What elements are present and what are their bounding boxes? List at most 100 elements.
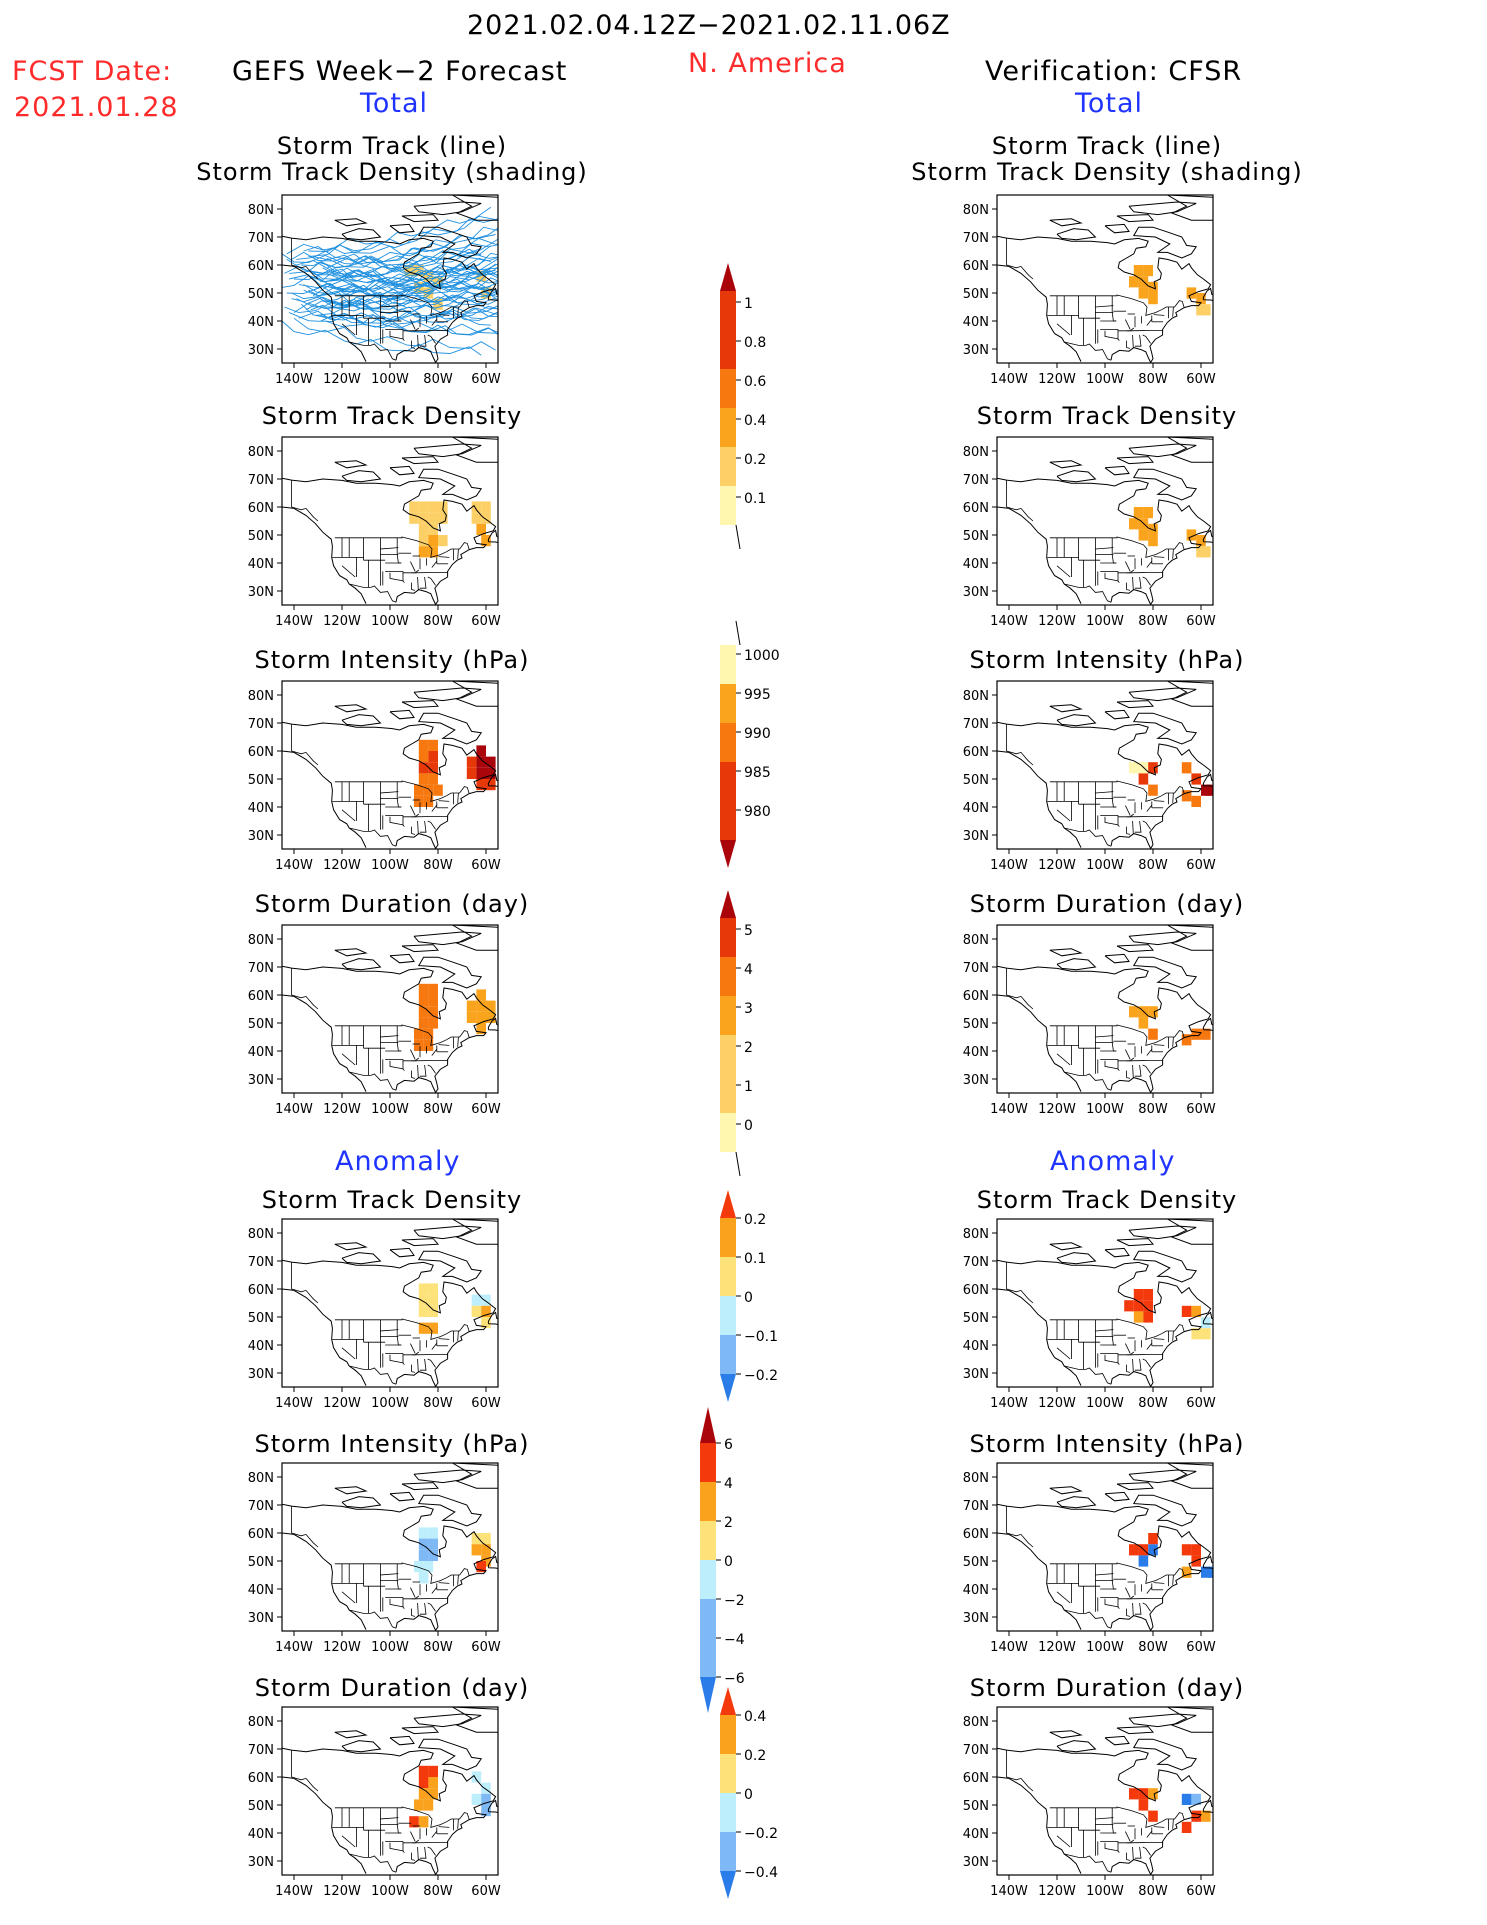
- shaded-cell: [1143, 1300, 1153, 1312]
- coastline: [341, 1740, 382, 1753]
- shaded-cell: [481, 512, 491, 524]
- lat-tick-label: 40N: [963, 1583, 989, 1598]
- coastline: [389, 1735, 415, 1746]
- shaded-cell: [486, 779, 496, 791]
- storm-track-line: [327, 289, 498, 310]
- coastline: [341, 228, 382, 241]
- colorbar-tick-label: 5: [744, 923, 753, 939]
- shaded-cell: [418, 1006, 429, 1018]
- shaded-cell: [428, 762, 438, 774]
- political-border: [1125, 319, 1131, 330]
- political-border: [1095, 1329, 1114, 1332]
- coastline: [997, 1503, 1212, 1631]
- lat-tick-label: 60N: [963, 745, 989, 760]
- storm-track-line: [312, 256, 498, 297]
- political-border: [431, 1343, 438, 1350]
- coastline: [1167, 925, 1213, 951]
- lon-tick-label: 140W: [275, 1396, 313, 1411]
- shaded-cell: [486, 1000, 496, 1012]
- colorbar-tick-label: 3: [744, 1001, 753, 1017]
- colorbar-segment: [720, 996, 736, 1035]
- shaded-cell: [1129, 762, 1139, 774]
- political-border: [1125, 1049, 1131, 1060]
- shaded-cell: [414, 281, 424, 293]
- colorbar-tick-label: 0.2: [744, 1212, 766, 1228]
- panel-title: Storm Track (line): [276, 132, 508, 160]
- shaded-cell: [438, 512, 448, 524]
- lon-tick-label: 140W: [990, 1640, 1028, 1655]
- storm-track-line: [322, 263, 498, 279]
- shaded-cell: [428, 1788, 438, 1800]
- lon-tick-label: 100W: [371, 1884, 409, 1899]
- political-border: [1129, 1351, 1135, 1356]
- shaded-cell: [1133, 1311, 1144, 1323]
- lat-tick-label: 60N: [963, 1283, 989, 1298]
- lat-tick-label: 50N: [248, 287, 274, 302]
- political-border: [291, 480, 319, 522]
- political-border: [334, 294, 470, 316]
- lon-tick-label: 80W: [1138, 1102, 1168, 1117]
- lat-tick-label: 80N: [963, 933, 989, 948]
- colorbar-segment: [720, 1218, 736, 1257]
- political-border: [438, 1338, 450, 1340]
- shaded-cell: [428, 1283, 438, 1295]
- colorbar-arrow: [700, 1677, 716, 1713]
- colorbar-segment: [720, 291, 736, 330]
- shaded-cell: [1148, 1544, 1158, 1556]
- coastline: [282, 994, 367, 1092]
- political-border: [1064, 827, 1112, 847]
- colorbar-segment: [720, 1035, 736, 1074]
- political-border: [1006, 1750, 1034, 1792]
- colorbar-tick-label: 985: [744, 765, 771, 781]
- political-border: [1132, 1846, 1134, 1861]
- political-border: [431, 1049, 438, 1056]
- shaded-cell: [414, 1561, 424, 1573]
- political-border: [1129, 813, 1135, 818]
- political-border: [389, 572, 404, 582]
- coastline: [1167, 1707, 1213, 1733]
- political-border: [380, 791, 399, 794]
- political-border: [341, 323, 356, 336]
- colorbar-segment: [700, 1482, 716, 1521]
- shaded-cell: [414, 265, 424, 277]
- lat-tick-label: 80N: [248, 445, 274, 460]
- political-border: [419, 1064, 427, 1077]
- colorbar-segment: [720, 1335, 736, 1374]
- political-border: [411, 1070, 416, 1079]
- political-border: [1049, 294, 1185, 316]
- coastline: [282, 235, 497, 363]
- colorbar-tick-label: −4: [724, 1632, 745, 1648]
- coastline: [282, 477, 497, 605]
- colorbar-tick-label: −0.2: [744, 1826, 778, 1842]
- shaded-cell: [1148, 1533, 1158, 1545]
- lon-tick-label: 100W: [1086, 1396, 1124, 1411]
- lat-tick-label: 40N: [248, 1583, 274, 1598]
- shaded-cell: [1133, 507, 1144, 519]
- lat-tick-label: 50N: [248, 1555, 274, 1570]
- lon-tick-label: 120W: [1038, 1884, 1076, 1899]
- political-border: [1153, 314, 1165, 316]
- shaded-cell: [1201, 546, 1211, 558]
- lon-tick-label: 80W: [1138, 614, 1168, 629]
- panel-title: Storm Track Density: [261, 402, 523, 430]
- political-border: [341, 809, 356, 822]
- lat-tick-label: 40N: [963, 1045, 989, 1060]
- lon-tick-label: 140W: [990, 1396, 1028, 1411]
- colorbar-arrow: [720, 1687, 736, 1715]
- lon-tick-label: 60W: [471, 1640, 501, 1655]
- right-column-title: Verification: CFSR: [985, 56, 1243, 87]
- panel-title: Storm Track Density: [261, 1186, 523, 1214]
- political-border: [1129, 1595, 1135, 1600]
- coastline: [413, 931, 482, 946]
- lon-tick-label: 80W: [423, 372, 453, 387]
- panel-title: Storm Track Density: [976, 1186, 1238, 1214]
- political-border: [1172, 792, 1174, 803]
- shaded-cell: [418, 1294, 429, 1306]
- political-border: [1111, 1319, 1117, 1346]
- lat-tick-label: 40N: [963, 1339, 989, 1354]
- coastline: [282, 965, 497, 1093]
- shaded-cell: [428, 751, 438, 763]
- shaded-cell: [1191, 795, 1201, 807]
- shaded-cell: [428, 535, 438, 547]
